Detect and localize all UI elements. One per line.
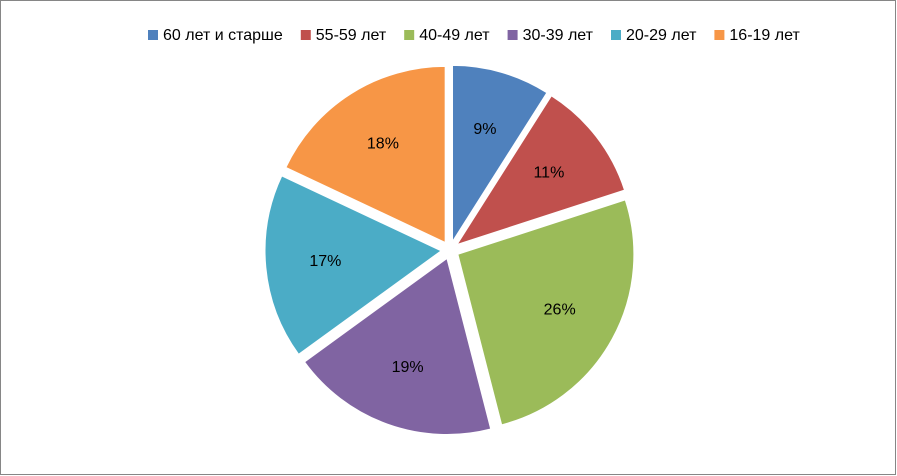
pie-slice xyxy=(285,65,446,244)
legend-swatch xyxy=(404,30,415,40)
legend-label: 55-59 лет xyxy=(316,27,387,44)
legend-swatch xyxy=(507,30,518,40)
legend-label: 30-39 лет xyxy=(523,27,594,44)
legend-label: 40-49 лет xyxy=(419,27,490,44)
pie-slice xyxy=(452,64,548,244)
legend-label: 20-29 лет xyxy=(626,27,697,44)
legend-swatch xyxy=(300,30,311,40)
legend-swatch xyxy=(148,30,158,40)
pie-slice xyxy=(457,199,635,426)
data-label: 18% xyxy=(367,136,399,153)
legend-swatch xyxy=(611,30,621,40)
legend-swatch xyxy=(714,30,725,40)
data-label: 19% xyxy=(392,359,424,376)
pie-slice xyxy=(264,175,443,355)
pie-slice xyxy=(303,257,492,435)
data-label: 26% xyxy=(544,302,576,319)
data-label: 17% xyxy=(309,253,341,270)
pie-slice xyxy=(455,95,626,246)
legend-label: 60 лет и старше xyxy=(163,27,283,44)
data-label: 9% xyxy=(473,121,496,138)
legend-label: 16-19 лет xyxy=(729,27,800,44)
data-label: 11% xyxy=(533,165,564,182)
